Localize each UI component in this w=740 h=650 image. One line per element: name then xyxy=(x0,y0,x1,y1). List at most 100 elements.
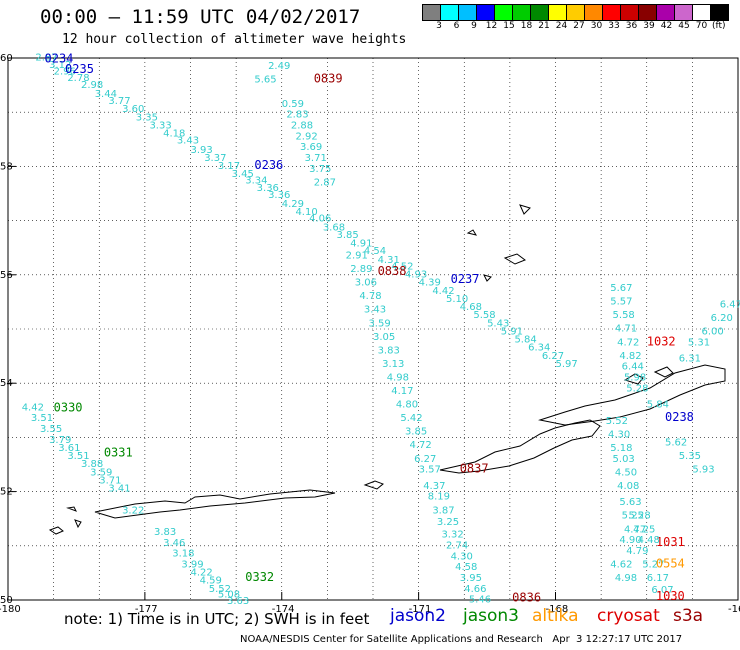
wave-height-value: 3.68 xyxy=(323,222,345,233)
wave-height-value: 4.59 xyxy=(200,576,222,587)
scale-swatch xyxy=(620,4,638,21)
lat-label: 60 xyxy=(0,53,13,64)
scale-swatch xyxy=(674,4,692,21)
legend-cryosat: cryosat xyxy=(597,606,660,626)
coastline xyxy=(48,204,726,535)
wave-height-value: 5.52 xyxy=(606,416,628,427)
wave-height-value: 4.78 xyxy=(359,291,381,302)
land-outline xyxy=(503,253,527,265)
scale-label: 24 xyxy=(555,21,568,31)
wave-height-value: 5.43 xyxy=(487,318,509,329)
wave-height-value: 6.17 xyxy=(647,573,669,584)
map-grid xyxy=(7,57,739,601)
pass-time-label: 0838 xyxy=(378,264,407,278)
pass-time-label: 0839 xyxy=(314,71,343,85)
wave-height-value: 3.22 xyxy=(122,505,144,516)
pass-time-label: 0330 xyxy=(54,400,83,414)
wave-height-value: 6.00 xyxy=(702,326,724,337)
wave-height-value: 3.69 xyxy=(300,142,322,153)
wave-height-value: 3.35 xyxy=(136,112,158,123)
legend-jason3: jason3 xyxy=(463,606,519,626)
wave-height-value: 3.85 xyxy=(337,230,359,241)
pass-time-label: 1031 xyxy=(656,535,685,549)
wave-height-value: 3.44 xyxy=(95,89,117,100)
wave-height-value: 2.92 xyxy=(295,131,317,142)
scale-label: 21 xyxy=(538,21,550,31)
pass-time-label: 1032 xyxy=(647,334,676,348)
pass-time-label: 0837 xyxy=(460,462,489,476)
wave-height-value: 5.18 xyxy=(610,443,632,454)
land-outline xyxy=(519,204,531,215)
pass-time-label: 0237 xyxy=(451,272,480,286)
wave-height-value: 4.66 xyxy=(464,584,486,595)
land-outline xyxy=(623,373,644,385)
wave-height-value: 3.51 xyxy=(31,413,53,424)
scale-label: 36 xyxy=(625,21,638,31)
wave-height-value: 3.83 xyxy=(378,345,400,356)
wave-height-value: 0.59 xyxy=(282,99,304,110)
wave-height-value: 4.25 xyxy=(633,524,655,535)
land-outline xyxy=(363,480,384,490)
scale-label: 27 xyxy=(573,21,585,31)
wave-height-value: 4.29 xyxy=(282,199,304,210)
wave-height-value: 4.42 xyxy=(432,286,454,297)
scale-label: 12 xyxy=(485,21,498,31)
wave-height-value: 3.34 xyxy=(245,176,267,187)
wave-height-value: 2.83 xyxy=(286,110,308,121)
wave-height-value: 5.58 xyxy=(613,310,635,321)
wave-height-value: 5.97 xyxy=(556,359,578,370)
wave-height-value: 3.99 xyxy=(181,559,203,570)
wave-height-value: 5.03 xyxy=(613,454,635,465)
wave-height-value: 4.72 xyxy=(617,337,639,348)
wave-height-value: 3.59 xyxy=(368,318,390,329)
scale-swatch xyxy=(494,4,512,21)
wave-height-value: 5.10 xyxy=(446,294,468,305)
wave-height-value: 3.71 xyxy=(99,475,121,486)
wave-height-value: 4.62 xyxy=(610,559,632,570)
wave-height-value: 4.52 xyxy=(391,261,413,272)
scale-label: 30 xyxy=(590,21,603,31)
lat-label: 56 xyxy=(0,270,13,281)
wave-height-value: 2.87 xyxy=(35,53,57,64)
wave-height-value: 3.36 xyxy=(268,190,290,201)
land-outline xyxy=(74,519,82,529)
wave-height-value: 2.89 xyxy=(350,264,372,275)
legend-altika: altika xyxy=(532,606,579,626)
wave-height-value: 2.91 xyxy=(346,251,368,262)
wave-height-value: 4.68 xyxy=(460,302,482,313)
wave-height-value: 3.63 xyxy=(227,596,249,607)
lat-label: 50 xyxy=(0,595,13,606)
wave-height-value: 4.31 xyxy=(378,255,400,266)
wave-height-value: 3.45 xyxy=(232,169,254,180)
pass-time-label: 0236 xyxy=(254,158,283,172)
wave-height-value: 2.87 xyxy=(314,177,336,188)
lat-label: 52 xyxy=(0,487,13,498)
wave-height-value: 4.98 xyxy=(387,372,409,383)
wave-height-value: 3.37 xyxy=(204,153,226,164)
pass-time-label: 0234 xyxy=(45,51,74,65)
scale-label: 42 xyxy=(660,21,673,31)
scale-label: 15 xyxy=(503,21,515,31)
wave-height-value: 5.28 xyxy=(629,511,651,522)
scale-swatch xyxy=(548,4,566,21)
pass-time-label: 0332 xyxy=(245,570,274,584)
wave-height-value: 2.78 xyxy=(67,73,89,84)
wave-height-value: 3.51 xyxy=(67,451,89,462)
land-outline xyxy=(66,506,78,512)
lat-label: 58 xyxy=(0,161,13,172)
wave-height-value: 5.84 xyxy=(514,335,536,346)
scale-swatch xyxy=(458,4,476,21)
wave-height-value: 4.77 xyxy=(624,524,646,535)
wave-height-value: 5.91 xyxy=(501,326,523,337)
scale-swatch xyxy=(692,4,710,21)
wave-height-value: 5.46 xyxy=(469,595,491,606)
land-outline xyxy=(94,489,336,519)
wave-height-value: 4.82 xyxy=(619,351,641,362)
wave-height-value: 3.43 xyxy=(177,136,199,147)
wave-height-value: 4.72 xyxy=(410,440,432,451)
land-outline xyxy=(439,419,601,474)
pass-time-label: 0235 xyxy=(65,62,94,76)
footnote: note: 1) Time is in UTC; 2) SWH is in fe… xyxy=(64,610,370,628)
scale-swatch xyxy=(440,4,458,21)
